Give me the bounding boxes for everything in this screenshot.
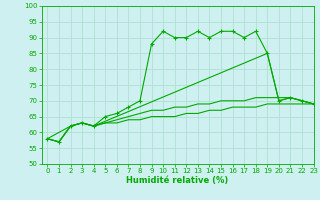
X-axis label: Humidité relative (%): Humidité relative (%) <box>126 176 229 185</box>
